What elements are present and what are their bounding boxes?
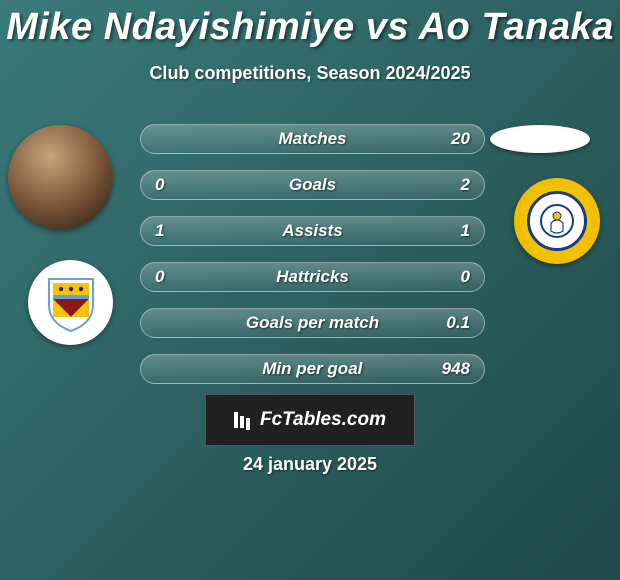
stat-right-value: 20: [442, 129, 470, 149]
stat-label: Min per goal: [262, 359, 362, 379]
stat-label: Goals: [289, 175, 336, 195]
stat-row: Min per goal 948: [140, 354, 485, 384]
stat-label: Matches: [278, 129, 346, 149]
player-right-flag: [490, 125, 590, 153]
stat-label: Hattricks: [276, 267, 349, 287]
stat-row: Matches 20: [140, 124, 485, 154]
stat-row: 0 Hattricks 0: [140, 262, 485, 292]
stat-left-value: 1: [155, 221, 183, 241]
stat-row: Goals per match 0.1: [140, 308, 485, 338]
stat-right-value: 0: [442, 267, 470, 287]
stat-right-value: 0.1: [442, 313, 470, 333]
comparison-title: Mike Ndayishimiye vs Ao Tanaka: [0, 0, 620, 49]
snapshot-date: 24 january 2025: [0, 454, 620, 475]
stat-left-value: 0: [155, 267, 183, 287]
club-left-shield-icon: [45, 273, 97, 333]
club-right-crest: [514, 178, 600, 264]
stats-table: Matches 20 0 Goals 2 1 Assists 1 0 Hattr…: [140, 124, 485, 400]
stat-label: Goals per match: [246, 313, 379, 333]
stat-left-value: 0: [155, 175, 183, 195]
branding-text: FcTables.com: [260, 409, 386, 431]
branding-box: FcTables.com: [205, 394, 415, 446]
stat-row: 0 Goals 2: [140, 170, 485, 200]
stat-row: 1 Assists 1: [140, 216, 485, 246]
stat-right-value: 1: [442, 221, 470, 241]
comparison-subtitle: Club competitions, Season 2024/2025: [0, 63, 620, 84]
club-right-crest-inner-icon: [527, 191, 587, 251]
stat-right-value: 2: [442, 175, 470, 195]
bar-chart-icon: [234, 412, 254, 428]
stat-label: Assists: [282, 221, 342, 241]
stat-right-value: 948: [442, 359, 470, 379]
player-left-avatar: [8, 125, 113, 230]
club-left-crest: [28, 260, 113, 345]
